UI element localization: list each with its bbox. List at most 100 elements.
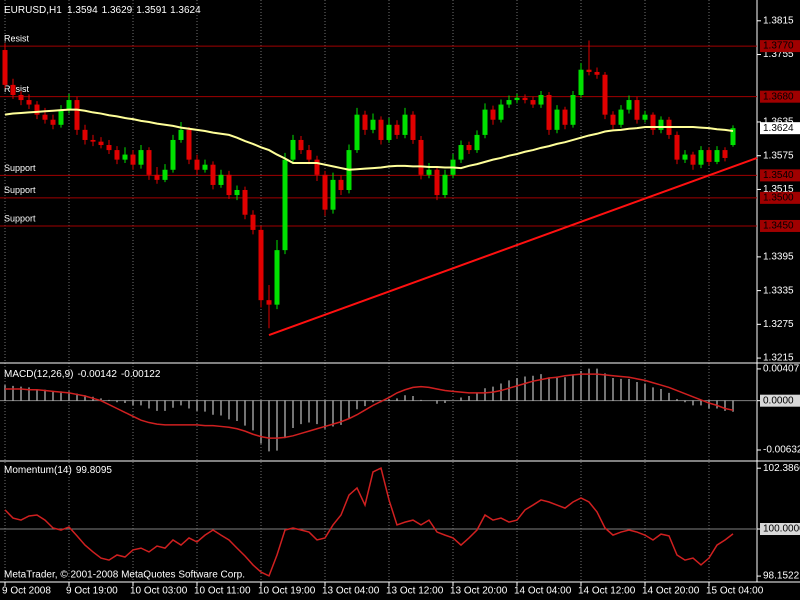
candle-body: [202, 164, 208, 170]
candle-body: [682, 154, 688, 160]
x-tick-label: 13 Oct 20:00: [450, 586, 508, 597]
candle-body: [562, 109, 568, 125]
candle-body: [570, 94, 576, 125]
candle-body: [546, 94, 552, 130]
candle-body: [490, 109, 496, 120]
candle-body: [354, 114, 360, 151]
candle-body: [234, 189, 240, 196]
moving-average: [4, 108, 734, 171]
candle-body: [410, 114, 416, 140]
candle-body: [386, 124, 392, 140]
x-tick-label: 13 Oct 12:00: [386, 586, 444, 597]
price-tag: [760, 122, 800, 135]
open-value: 1.3594: [67, 5, 98, 16]
y-tick-label: 98.1522: [763, 571, 800, 582]
macd-title: MACD(12,26,9): [4, 369, 73, 380]
y-tick-label: 102.3866: [763, 463, 800, 474]
momentum-value: 99.8095: [76, 465, 113, 476]
candle-body: [514, 97, 520, 101]
candle-body: [522, 97, 528, 101]
x-tick-label: 13 Oct 04:00: [322, 586, 380, 597]
y-tick-label: 1.3275: [763, 319, 794, 330]
candle-body: [586, 69, 592, 72]
candle-body: [362, 114, 368, 130]
candle-body: [618, 109, 624, 125]
chart-title: EURUSD,H1: [4, 5, 62, 16]
level-tag: [760, 40, 800, 53]
signal-value: -0.00122: [121, 369, 161, 380]
x-tick-label: 10 Oct 03:00: [130, 586, 188, 597]
x-tick-label: 14 Oct 04:00: [514, 586, 572, 597]
candle-body: [130, 154, 136, 165]
y-tick-label: 1.3815: [763, 15, 794, 26]
candle-body: [706, 150, 712, 162]
x-tick-label: 10 Oct 19:00: [258, 586, 316, 597]
candle-body: [26, 100, 32, 105]
candle-body: [506, 100, 512, 105]
candle-body: [282, 159, 288, 251]
x-tick-label: 15 Oct 04:00: [706, 586, 764, 597]
candle-body: [722, 150, 728, 158]
signal-line: [5, 373, 734, 439]
candle-body: [170, 139, 176, 170]
candle-body: [178, 129, 184, 140]
x-tick-label: 10 Oct 11:00: [194, 586, 251, 597]
candle-body: [674, 134, 680, 160]
candle-body: [90, 139, 96, 142]
y-tick-label: 1.3335: [763, 285, 794, 296]
level-tag-label: 1.3770: [763, 41, 794, 52]
chart-header: EURUSD,H1 1.3594 1.3629 1.3591 1.3624: [4, 5, 201, 16]
x-tick-label: 9 Oct 19:00: [66, 586, 118, 597]
y-tick-label: 1.3635: [763, 117, 794, 128]
candle-body: [554, 109, 560, 130]
candle-body: [658, 119, 664, 130]
candle-body: [322, 174, 328, 210]
candle-body: [442, 174, 448, 196]
candle-body: [634, 100, 640, 120]
candle-body: [426, 169, 432, 175]
level-tag: [760, 219, 800, 232]
candle-body: [138, 150, 144, 165]
candle-body: [458, 145, 464, 160]
candle-body: [610, 114, 616, 125]
candle-body: [730, 128, 736, 146]
level-name: Support: [4, 163, 36, 173]
price-tag-label: 1.3624: [763, 123, 794, 134]
y-tick-label: 1.3755: [763, 49, 794, 60]
level-tag-label: 1.3680: [763, 91, 794, 102]
high-value: 1.3629: [102, 5, 133, 16]
candle-body: [50, 119, 56, 125]
y-tick-label: -0.00632: [763, 445, 800, 456]
candle-body: [274, 250, 280, 305]
footer: MetaTrader, © 2001-2008 MetaQuotes Softw…: [4, 570, 245, 581]
candle-body: [10, 84, 16, 95]
level-tag-label: 1.3500: [763, 193, 794, 204]
y-tick-label: 1.3575: [763, 150, 794, 161]
candle-body: [538, 94, 544, 105]
candle-body: [42, 114, 48, 120]
candle-body: [250, 214, 256, 230]
candle-body: [330, 179, 336, 210]
level-name: Support: [4, 185, 36, 195]
candle-body: [466, 145, 472, 151]
macd-header: MACD(12,26,9) -0.00142 -0.00122: [4, 369, 161, 380]
candle-body: [378, 119, 384, 140]
close-value: 1.3624: [170, 5, 201, 16]
x-tick-label: 14 Oct 12:00: [578, 586, 636, 597]
candle-body: [2, 50, 8, 85]
y-tick-label: 1.3515: [763, 184, 794, 195]
candle-body: [58, 109, 64, 125]
candle-body: [258, 229, 264, 301]
candle-body: [186, 129, 192, 160]
candle-body: [482, 109, 488, 135]
trendline: [268, 157, 758, 336]
level-tag: [760, 90, 800, 103]
candle-body: [474, 134, 480, 151]
candle-body: [690, 154, 696, 165]
macd-value: -0.00142: [77, 369, 117, 380]
tick-label-box: [760, 394, 800, 407]
candle-body: [194, 159, 200, 170]
